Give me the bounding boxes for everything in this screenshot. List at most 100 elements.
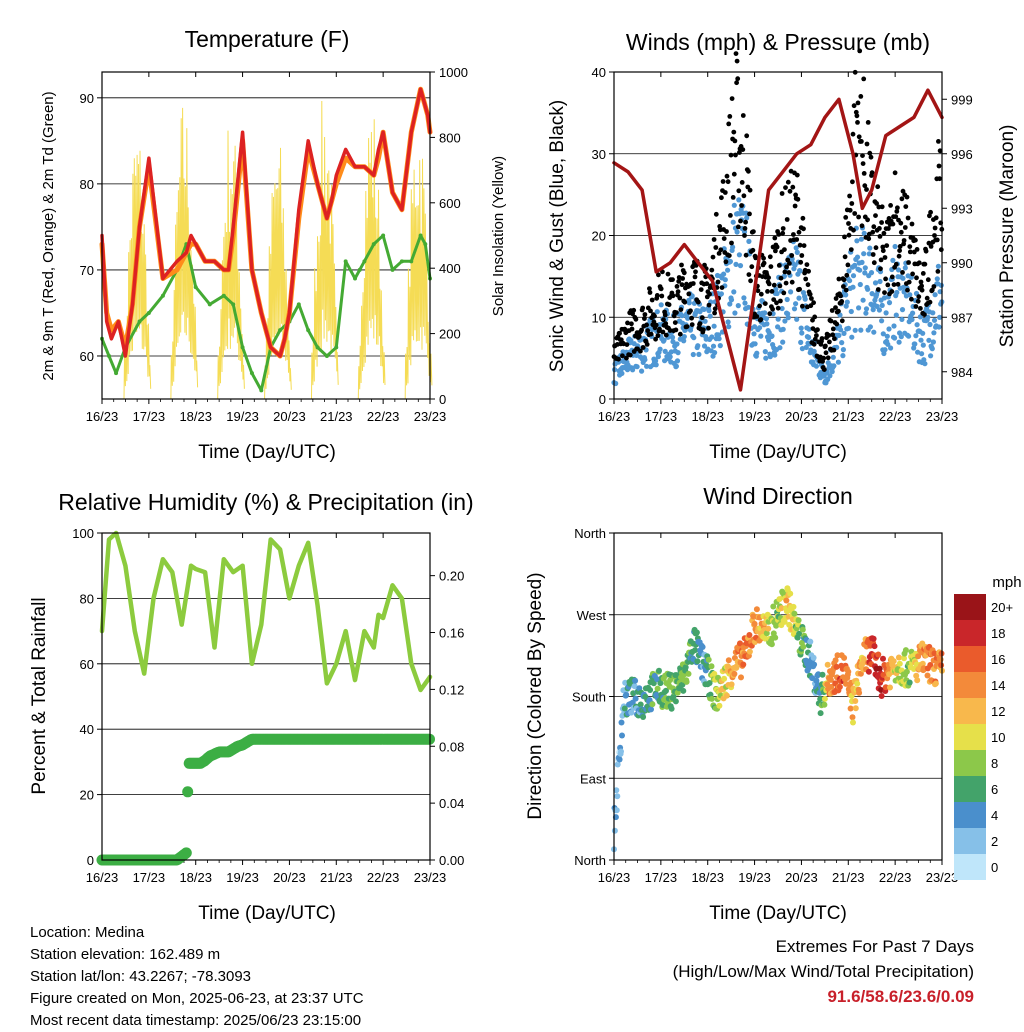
wind-mean-point	[861, 251, 867, 257]
wind-gust-point	[842, 234, 847, 240]
wind-direction-point	[817, 696, 824, 702]
wind-gust-point	[767, 311, 773, 317]
wind-direction-point	[613, 807, 620, 814]
wind-gust-point	[851, 227, 856, 233]
wind-direction-point	[895, 654, 902, 661]
wind-mean-point	[734, 229, 740, 235]
wind-mean-point	[653, 362, 659, 368]
wind-direction-point	[847, 705, 854, 712]
wind-gust-point	[895, 281, 901, 287]
panel3-xtick-label: 18/23	[691, 870, 724, 885]
wind-gust-point	[727, 114, 733, 119]
dewpoint-point	[381, 233, 386, 238]
wind-mean-point	[806, 326, 812, 332]
wind-gust-point	[779, 191, 785, 196]
wind-mean-point	[655, 354, 662, 360]
wind-gust-point	[891, 282, 897, 287]
wind-gust-point	[801, 226, 806, 232]
wind-gust-point	[834, 321, 840, 327]
wind-mean-point	[845, 325, 852, 331]
wind-gust-point	[836, 276, 842, 282]
wind-mean-point	[879, 302, 885, 308]
wind-gust-point	[670, 277, 675, 282]
wind-direction-point	[821, 701, 828, 708]
wind-gust-point	[738, 218, 743, 224]
dewpoint-point	[334, 345, 339, 350]
wind-gust-point	[927, 299, 933, 305]
wind-mean-point	[881, 295, 888, 301]
panel0-ytick-label: 80	[80, 177, 94, 192]
dewpoint-point	[306, 328, 311, 333]
wind-mean-point	[654, 309, 660, 315]
wind-gust-point	[778, 298, 783, 304]
wind-mean-point	[670, 339, 676, 345]
wind-gust-point	[782, 247, 787, 253]
wind-gust-point	[888, 203, 893, 208]
wind-gust-point	[856, 214, 861, 220]
wind-gust-point	[704, 281, 710, 287]
wind-gust-point	[680, 276, 685, 281]
wind-gust-point	[710, 254, 716, 260]
wind-direction-point	[783, 608, 790, 615]
wind-gust-point	[854, 113, 860, 119]
wind-gust-point	[804, 262, 810, 267]
wind-gust-point	[715, 279, 721, 285]
wind-gust-point	[746, 168, 751, 174]
wind-gust-point	[748, 278, 753, 284]
panel2-xtick-label: 23/23	[414, 870, 447, 885]
wind-mean-point	[850, 273, 857, 279]
panel2-xtick-label: 22/23	[367, 870, 400, 885]
wind-direction-point	[618, 719, 625, 726]
wind-gust-point	[665, 271, 671, 277]
panel3-ytick-label: East	[580, 771, 606, 786]
wind-gust-point	[865, 217, 870, 223]
wind-gust-point	[790, 184, 796, 190]
wind-mean-point	[775, 324, 781, 330]
panel3-ytick-label: North	[574, 526, 606, 541]
dewpoint-point	[114, 371, 119, 376]
solar-insolation-line	[357, 119, 386, 400]
wind-gust-point	[681, 270, 687, 276]
wind-gust-point	[877, 226, 882, 231]
wind-gust-point	[757, 303, 762, 309]
wind-gust-point	[644, 322, 649, 328]
wind-mean-point	[861, 230, 867, 236]
wind-direction-point	[613, 787, 620, 794]
wind-direction-point	[902, 647, 909, 654]
wind-mean-point	[797, 268, 803, 274]
wind-mean-point	[788, 289, 794, 295]
wind-gust-point	[838, 293, 843, 299]
wind-gust-point	[784, 264, 789, 270]
wind-gust-point	[928, 244, 934, 249]
wind-mean-point	[773, 286, 779, 292]
wind-direction-point	[631, 683, 638, 690]
wind-gust-point	[740, 113, 746, 118]
colorbar-unit: mph	[992, 574, 1021, 591]
direction-xlabel: Time (Day/UTC)	[709, 903, 847, 924]
wind-gust-point	[882, 290, 887, 295]
wind-direction-point	[937, 656, 944, 663]
wind-gust-point	[682, 299, 688, 305]
wind-direction-point	[680, 687, 687, 694]
wind-mean-point	[793, 245, 799, 251]
wind-gust-point	[753, 255, 759, 261]
wind-mean-point	[930, 339, 937, 345]
panel0-xtick-label: 21/23	[320, 409, 353, 424]
dewpoint-point	[231, 302, 236, 307]
wind-direction-point	[611, 827, 618, 834]
wind-mean-point	[744, 215, 750, 221]
panel2-ytick2-label: 0.16	[439, 626, 464, 641]
wind-gust-point	[706, 302, 712, 308]
wind-gust-point	[862, 183, 868, 189]
wind-mean-point	[840, 347, 847, 353]
wind-gust-point	[913, 237, 918, 243]
colorbar-swatch	[954, 750, 986, 776]
wind-direction-point	[927, 662, 934, 668]
wind-gust-point	[662, 312, 668, 318]
wind-gust-point	[679, 282, 685, 288]
wind-gust-point	[721, 236, 727, 242]
wind-direction-point	[762, 635, 769, 642]
panel2-ytick2-label: 0.08	[439, 739, 464, 754]
wind-gust-point	[922, 261, 928, 267]
